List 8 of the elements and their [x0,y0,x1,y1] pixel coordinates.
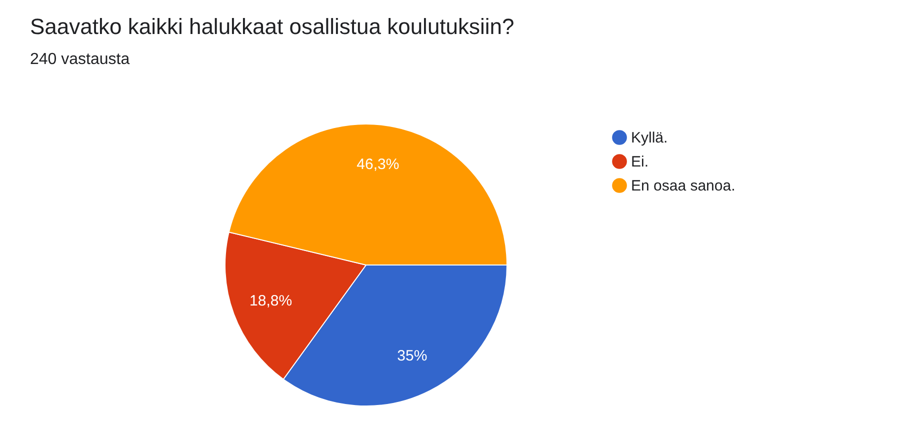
data-label: 35% [397,347,428,364]
legend-label: Ei. [631,154,649,170]
data-label: 18,8% [250,292,292,310]
legend-label: Kyllä. [631,130,668,146]
chart-title: Saavatko kaikki halukkaat osallistua koulutuksiin? [30,14,514,39]
legend-label: En osaa sanoa. [631,178,736,194]
text: 240 vastausta [30,51,130,68]
data-label: 46,3% [356,156,400,174]
